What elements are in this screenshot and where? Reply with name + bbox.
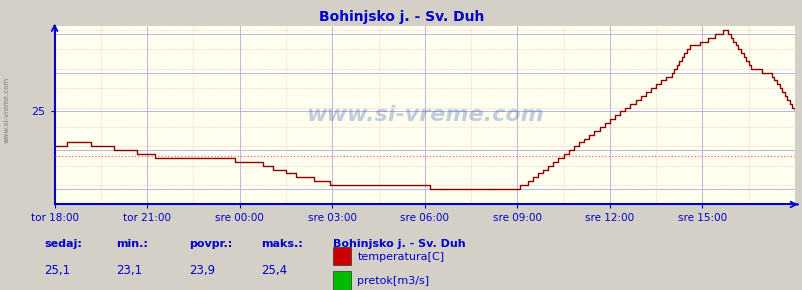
Text: Bohinjsko j. - Sv. Duh: Bohinjsko j. - Sv. Duh xyxy=(318,10,484,24)
Text: 25,1: 25,1 xyxy=(44,264,71,277)
Text: -nan: -nan xyxy=(188,287,215,290)
Text: povpr.:: povpr.: xyxy=(188,239,232,249)
Text: 23,1: 23,1 xyxy=(116,264,143,277)
Text: www.si-vreme.com: www.si-vreme.com xyxy=(3,77,10,143)
Text: www.si-vreme.com: www.si-vreme.com xyxy=(306,105,543,125)
Text: pretok[m3/s]: pretok[m3/s] xyxy=(357,276,429,286)
Text: -nan: -nan xyxy=(44,287,71,290)
Text: maks.:: maks.: xyxy=(261,239,302,249)
Text: -nan: -nan xyxy=(116,287,143,290)
Text: -nan: -nan xyxy=(261,287,287,290)
Text: temperatura[C]: temperatura[C] xyxy=(357,252,444,262)
Text: sedaj:: sedaj: xyxy=(44,239,82,249)
Text: Bohinjsko j. - Sv. Duh: Bohinjsko j. - Sv. Duh xyxy=(333,239,465,249)
Text: min.:: min.: xyxy=(116,239,148,249)
Text: 25,4: 25,4 xyxy=(261,264,287,277)
Text: 23,9: 23,9 xyxy=(188,264,215,277)
